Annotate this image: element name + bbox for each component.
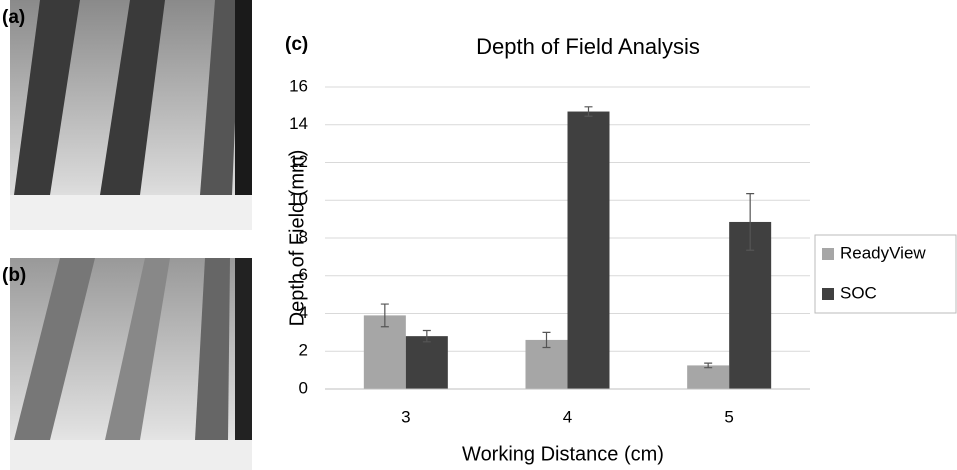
error-bar <box>704 362 713 369</box>
y-tick-label: 10 <box>289 190 308 209</box>
panel-label: (a) <box>2 7 25 28</box>
y-tick-label: 4 <box>299 303 308 322</box>
legend-swatch <box>822 248 834 260</box>
panel-label: (b) <box>2 265 26 286</box>
error-bar <box>542 331 551 349</box>
error-bar <box>584 106 593 117</box>
legend-label: SOC <box>840 283 877 302</box>
error-bar <box>746 193 755 251</box>
legend-swatch <box>822 288 834 300</box>
bar <box>405 336 448 389</box>
y-tick-label: 2 <box>299 341 308 360</box>
error-bar <box>380 303 389 328</box>
bar <box>567 111 610 389</box>
bar <box>363 315 406 389</box>
y-axis-title: Depth of Field (mm) <box>286 150 308 327</box>
bar <box>525 339 568 389</box>
y-tick-label: 14 <box>289 114 308 133</box>
y-tick-label: 8 <box>299 227 308 246</box>
panel-label: (c) <box>285 34 308 55</box>
x-tick-label: 4 <box>563 407 572 426</box>
legend-box <box>814 234 957 314</box>
y-tick-label: 0 <box>299 378 308 397</box>
chart-title: Depth of Field Analysis <box>476 34 700 59</box>
photo-b <box>10 258 252 470</box>
y-tick-label: 12 <box>289 152 308 171</box>
x-axis-title: Working Distance (cm) <box>462 443 664 465</box>
error-bar <box>422 329 431 343</box>
legend-label: ReadyView <box>840 243 926 262</box>
y-tick-label: 6 <box>299 265 308 284</box>
y-tick-label: 16 <box>289 76 308 95</box>
x-tick-label: 3 <box>401 407 410 426</box>
bar <box>687 365 730 389</box>
x-tick-label: 5 <box>724 407 733 426</box>
photo-a <box>10 0 252 230</box>
